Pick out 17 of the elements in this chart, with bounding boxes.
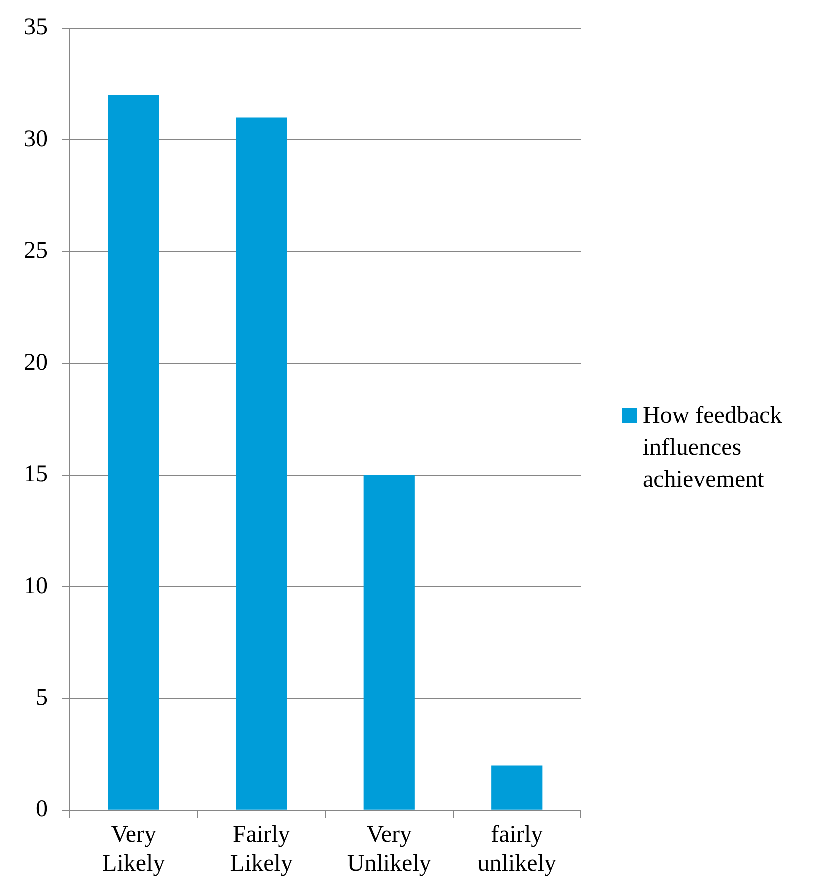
x-tick-label: Very Likely [102,822,166,877]
y-tick-label: 20 [24,350,48,376]
y-tick-label: 10 [24,573,48,600]
x-tick-label: fairly unlikely [478,822,556,877]
y-tick-label: 15 [24,462,48,488]
bar [364,475,415,810]
y-tick-label: 30 [24,126,48,152]
bar [492,766,543,810]
y-tick-label: 35 [24,14,48,41]
bar [236,118,288,810]
x-tick-label: Fairly Likely [230,822,293,877]
bar [108,95,160,810]
y-tick-label: 25 [24,238,48,264]
x-tick-label: Very Unlikely [347,822,432,877]
y-tick-label: 5 [36,684,48,711]
legend-label: How feedback influences achievement [643,402,784,495]
y-tick-label: 0 [36,796,48,823]
